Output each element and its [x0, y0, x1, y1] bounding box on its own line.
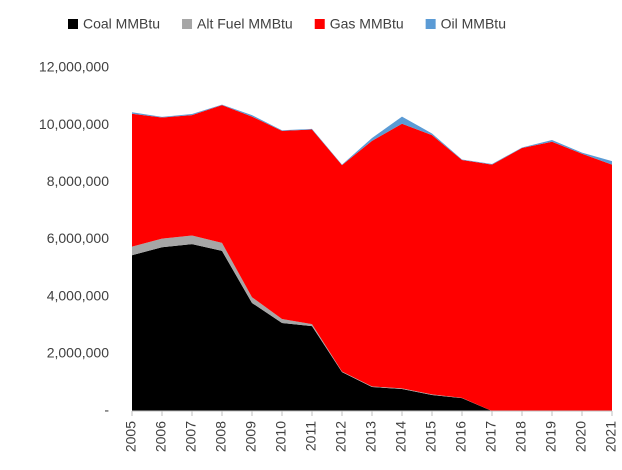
legend-label: Gas MMBtu	[330, 16, 404, 32]
legend-item: Coal MMBtu	[68, 16, 160, 32]
legend-label: Alt Fuel MMBtu	[197, 16, 293, 32]
x-tick-label: 2017	[483, 421, 499, 452]
x-tick-label: 2009	[243, 421, 259, 452]
y-tick-label: 12,000,000	[39, 59, 109, 75]
y-tick-label: -	[104, 402, 109, 418]
x-tick-label: 2015	[423, 421, 439, 452]
legend-swatch	[68, 19, 78, 29]
x-tick-label: 2005	[123, 421, 139, 452]
legend-label: Coal MMBtu	[83, 16, 160, 32]
x-tick-label: 2007	[183, 421, 199, 452]
x-tick-label: 2010	[273, 421, 289, 452]
x-tick-label: 2008	[213, 421, 229, 452]
x-tick-label: 2011	[303, 421, 319, 451]
x-tick-label: 2018	[513, 421, 529, 452]
y-tick-label: 6,000,000	[47, 230, 109, 246]
legend-item: Oil MMBtu	[425, 16, 506, 32]
legend-swatch	[425, 19, 436, 29]
x-tick-label: 2013	[363, 421, 379, 452]
x-tick-label: 2006	[153, 421, 169, 452]
legend-item: Alt Fuel MMBtu	[182, 16, 293, 32]
x-tick-label: 2019	[543, 421, 559, 452]
area	[132, 244, 612, 411]
legend-item: Gas MMBtu	[314, 16, 404, 32]
x-tick-label: 2020	[573, 421, 589, 452]
y-tick-label: 10,000,000	[39, 116, 109, 132]
legend-label: Oil MMBtu	[441, 16, 506, 32]
y-tick-label: 2,000,000	[47, 345, 109, 361]
x-tick-label: 2014	[393, 421, 409, 452]
legend-swatch	[314, 19, 325, 29]
y-tick-label: 4,000,000	[47, 287, 109, 303]
area	[132, 105, 612, 412]
y-tick-label: 8,000,000	[47, 173, 109, 189]
legend-swatch	[182, 19, 193, 29]
x-tick-label: 2012	[333, 421, 349, 452]
x-tick-label: 2021	[603, 421, 619, 452]
x-tick-label: 2016	[453, 421, 469, 452]
